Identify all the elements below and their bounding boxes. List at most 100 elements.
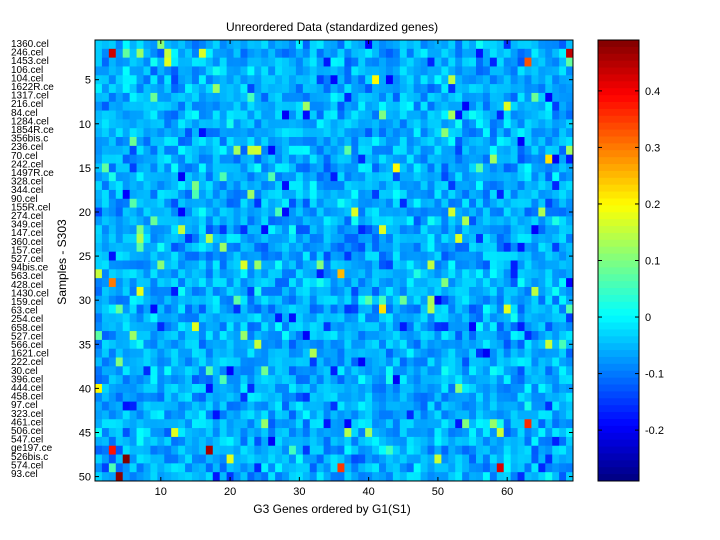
heatmap-cell (448, 401, 456, 411)
heatmap-cell (226, 189, 234, 200)
heatmap-cell (365, 313, 373, 323)
heatmap-cell (524, 101, 532, 111)
heatmap-cell (379, 101, 387, 111)
heatmap-cell (302, 172, 311, 182)
heatmap-cell (566, 137, 574, 147)
heatmap-cell (268, 454, 276, 464)
heatmap-cell (302, 375, 311, 385)
heatmap-cell (559, 428, 567, 438)
heatmap-cell (455, 189, 463, 200)
heatmap-cell (282, 304, 290, 314)
heatmap-cell (441, 331, 449, 341)
heatmap-cell (372, 101, 380, 111)
heatmap-cell (219, 216, 228, 226)
heatmap-cell (198, 454, 207, 464)
heatmap-cell (178, 269, 186, 279)
heatmap-cell (198, 57, 207, 67)
heatmap-cell (150, 163, 158, 173)
heatmap-cell (143, 75, 151, 85)
heatmap-cell (108, 278, 117, 288)
heatmap-cell (157, 189, 165, 200)
heatmap-cell (344, 242, 352, 253)
heatmap-cell (171, 234, 179, 244)
heatmap-cell (323, 163, 331, 173)
heatmap-cell (538, 189, 546, 200)
heatmap-cell (185, 383, 193, 394)
heatmap-cell (275, 295, 283, 305)
heatmap-cell (108, 128, 117, 138)
heatmap-cell (482, 84, 491, 94)
heatmap-cell (309, 57, 318, 67)
heatmap-cell (524, 145, 532, 156)
heatmap-cell (164, 119, 172, 129)
heatmap-cell (129, 401, 137, 411)
heatmap-cell (164, 454, 172, 464)
heatmap-cell (427, 392, 435, 403)
heatmap-cell (157, 66, 165, 76)
heatmap-cell (441, 392, 449, 403)
heatmap-cell (108, 269, 117, 279)
heatmap-cell (392, 242, 401, 253)
heatmap-cell (282, 75, 290, 85)
heatmap-cell (406, 128, 415, 138)
heatmap-cell (323, 313, 331, 323)
heatmap-cell (309, 313, 318, 323)
heatmap-cell (178, 357, 186, 367)
heatmap-cell (309, 401, 318, 411)
heatmap-cell (171, 119, 179, 129)
heatmap-cell (164, 410, 172, 420)
heatmap-cell (427, 181, 435, 191)
heatmap-cell (351, 392, 359, 403)
heatmap-cell (101, 410, 110, 420)
heatmap-cell (559, 251, 567, 261)
heatmap-cell (358, 242, 366, 253)
heatmap-cell (212, 128, 221, 138)
heatmap-cell (191, 48, 200, 59)
heatmap-cell (282, 66, 290, 76)
heatmap-cell (406, 75, 415, 85)
heatmap-cell (157, 286, 165, 297)
heatmap-cell (496, 313, 505, 323)
heatmap-cell (198, 234, 207, 244)
heatmap-cell (489, 286, 498, 297)
heatmap-cell (108, 172, 117, 182)
heatmap-cell (261, 348, 269, 358)
heatmap-cell (171, 463, 179, 473)
heatmap-cell (372, 463, 380, 473)
heatmap-cell (330, 410, 338, 420)
heatmap-cell (385, 410, 394, 420)
heatmap-cell (95, 128, 103, 138)
heatmap-cell (441, 269, 449, 279)
heatmap-cell (295, 348, 304, 358)
heatmap-cell (330, 419, 338, 429)
colorbar-segment (598, 74, 639, 82)
heatmap-cell (385, 383, 394, 394)
heatmap-cell (538, 234, 546, 244)
heatmap-cell (476, 392, 484, 403)
heatmap-cell (392, 322, 401, 332)
heatmap-cell (323, 269, 331, 279)
heatmap-cell (392, 234, 401, 244)
heatmap-cell (198, 331, 207, 341)
heatmap-cell (462, 401, 470, 411)
heatmap-cell (164, 181, 172, 191)
heatmap-cell (448, 322, 456, 332)
heatmap-cell (171, 454, 179, 464)
heatmap-cell (482, 313, 491, 323)
heatmap-cell (191, 128, 200, 138)
row-label: 30.cel (11, 366, 38, 377)
heatmap-cell (496, 331, 505, 341)
heatmap-cell (275, 304, 283, 314)
heatmap-cell (531, 331, 539, 341)
heatmap-cell (191, 410, 200, 420)
heatmap-cell (503, 295, 512, 305)
heatmap-cell (226, 304, 234, 314)
heatmap-cell (385, 313, 394, 323)
heatmap-cell (503, 401, 512, 411)
y-tick-label: 5 (85, 75, 91, 87)
heatmap-cell (323, 463, 331, 473)
heatmap-cell (434, 181, 442, 191)
heatmap-cell (517, 322, 525, 332)
heatmap-cell (413, 375, 421, 385)
heatmap-cell (191, 207, 200, 217)
